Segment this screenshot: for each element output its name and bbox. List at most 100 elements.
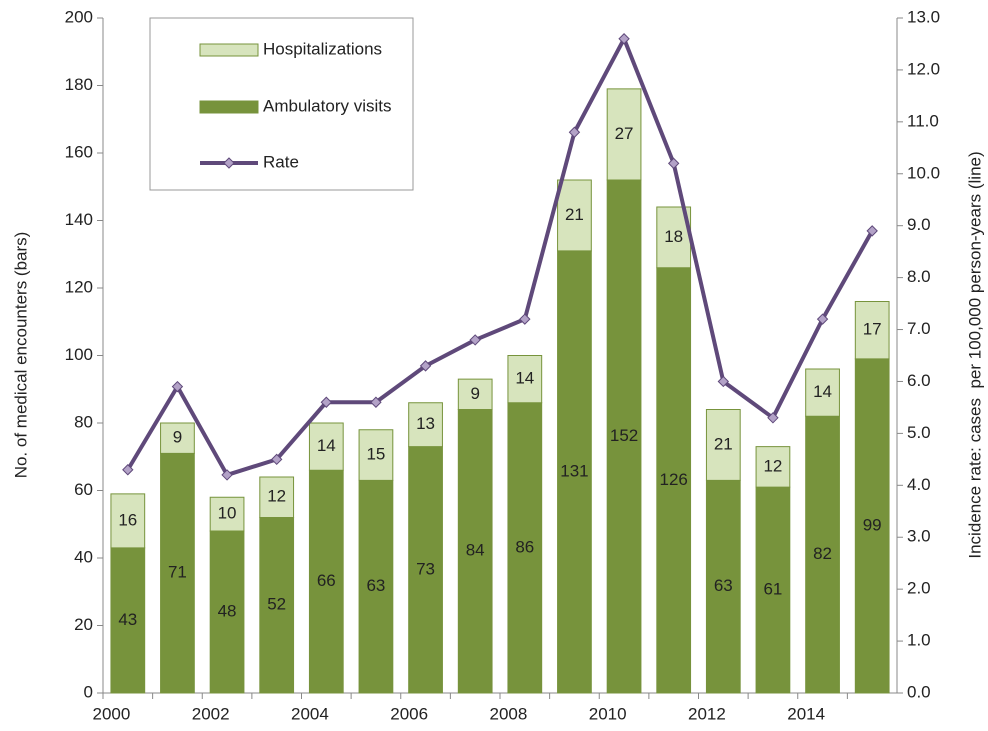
data-label: 63 — [366, 576, 385, 595]
data-label: 14 — [515, 369, 534, 388]
bar-segment — [408, 446, 443, 694]
bar-segment — [160, 452, 195, 694]
bar-segment — [507, 355, 543, 404]
rate-marker — [618, 33, 630, 45]
bar-segment — [854, 358, 890, 694]
x-tick-label: 2010 — [589, 704, 627, 723]
data-label: 82 — [813, 544, 832, 563]
data-label: 18 — [664, 227, 683, 246]
y-tick-label: 0 — [84, 682, 93, 701]
bar-segment — [557, 250, 592, 694]
bar-segment — [854, 301, 890, 360]
y-tick-label: 20 — [74, 615, 93, 634]
rate-marker — [469, 334, 481, 346]
data-label: 66 — [317, 571, 336, 590]
legend-label: Hospitalizations — [263, 39, 382, 58]
data-label: 52 — [267, 595, 286, 614]
y2-tick-label: 11.0 — [907, 111, 939, 130]
y2-tick-label: 3.0 — [907, 527, 931, 546]
y2-tick-label: 0.0 — [907, 682, 931, 701]
data-label: 14 — [317, 436, 336, 455]
data-label: 21 — [565, 205, 584, 224]
y2-tick-label: 8.0 — [907, 267, 931, 286]
rate-marker — [717, 375, 730, 388]
y-tick-label: 100 — [65, 345, 93, 364]
rate-marker — [667, 157, 680, 170]
rate-marker — [767, 412, 779, 424]
rate-marker — [866, 225, 878, 237]
y2-axis-title: Incidence rate: cases per 100,000 person… — [965, 151, 984, 558]
bar-segment — [606, 88, 642, 181]
legend-marker — [223, 157, 235, 169]
bar-segment — [358, 429, 394, 481]
data-label: 14 — [813, 382, 832, 401]
data-label: 9 — [470, 384, 479, 403]
x-tick-label: 2004 — [291, 704, 329, 723]
y2-tick-label: 12.0 — [907, 59, 940, 78]
data-label: 71 — [168, 563, 187, 582]
data-label: 131 — [560, 461, 588, 480]
bar-segment — [209, 496, 245, 532]
data-label: 126 — [660, 470, 688, 489]
data-label: 152 — [610, 426, 638, 445]
y2-tick-label: 4.0 — [907, 475, 931, 494]
bar-segment — [408, 402, 443, 448]
data-label: 27 — [615, 124, 634, 143]
data-label: 84 — [466, 541, 485, 560]
bar-segment — [308, 469, 344, 694]
bar-segment — [705, 479, 741, 694]
y2-tick-label: 5.0 — [907, 423, 931, 442]
y-axis-title: No. of medical encounters (bars) — [11, 232, 30, 479]
data-label: 48 — [218, 601, 237, 620]
y2-tick-label: 10.0 — [907, 163, 940, 182]
y2-tick-label: 13.0 — [907, 7, 940, 26]
y2-tick-label: 2.0 — [907, 579, 931, 598]
bar-segment — [110, 493, 146, 549]
bar-segment — [358, 479, 394, 694]
x-tick-label: 2012 — [688, 704, 726, 723]
data-label: 12 — [267, 487, 286, 506]
rate-marker — [320, 396, 333, 408]
data-label: 43 — [118, 610, 137, 629]
y-tick-label: 80 — [74, 412, 93, 431]
rate-marker — [370, 396, 382, 408]
data-label: 9 — [173, 428, 182, 447]
legend-box — [149, 17, 414, 191]
bar-segment — [656, 267, 692, 694]
data-label: 61 — [763, 580, 782, 599]
bar-segment — [259, 476, 295, 518]
data-label: 73 — [416, 559, 435, 578]
rate-line — [126, 36, 874, 477]
rate-marker — [519, 313, 531, 325]
bar-segment — [755, 446, 791, 488]
legend-swatch — [199, 100, 259, 114]
data-label: 63 — [714, 576, 733, 595]
y2-tick-label: 1.0 — [907, 631, 931, 650]
bar-segment — [557, 179, 592, 252]
y-tick-label: 180 — [65, 75, 93, 94]
bar-segment — [457, 409, 493, 694]
x-tick-label: 2014 — [787, 704, 825, 723]
y-tick-label: 160 — [65, 142, 93, 161]
data-label: 13 — [416, 414, 435, 433]
x-tick-label: 2006 — [390, 704, 428, 723]
bar-segment — [457, 378, 493, 410]
data-label: 86 — [515, 537, 534, 556]
y-tick-label: 60 — [74, 480, 93, 499]
bar-segment — [805, 415, 840, 694]
data-label: 16 — [118, 510, 137, 529]
rate-marker — [171, 380, 184, 393]
x-tick-label: 2000 — [93, 704, 131, 723]
data-label: 21 — [714, 434, 733, 453]
y2-tick-label: 6.0 — [907, 371, 931, 390]
y2-tick-label: 9.0 — [907, 215, 931, 234]
rate-marker — [816, 313, 829, 325]
rate-marker — [270, 453, 283, 466]
bar-segment — [160, 422, 195, 454]
rate-marker — [221, 469, 233, 481]
data-label: 17 — [863, 320, 882, 339]
y-tick-label: 40 — [74, 547, 93, 566]
y-tick-label: 120 — [65, 277, 93, 296]
rate-marker — [419, 360, 432, 372]
